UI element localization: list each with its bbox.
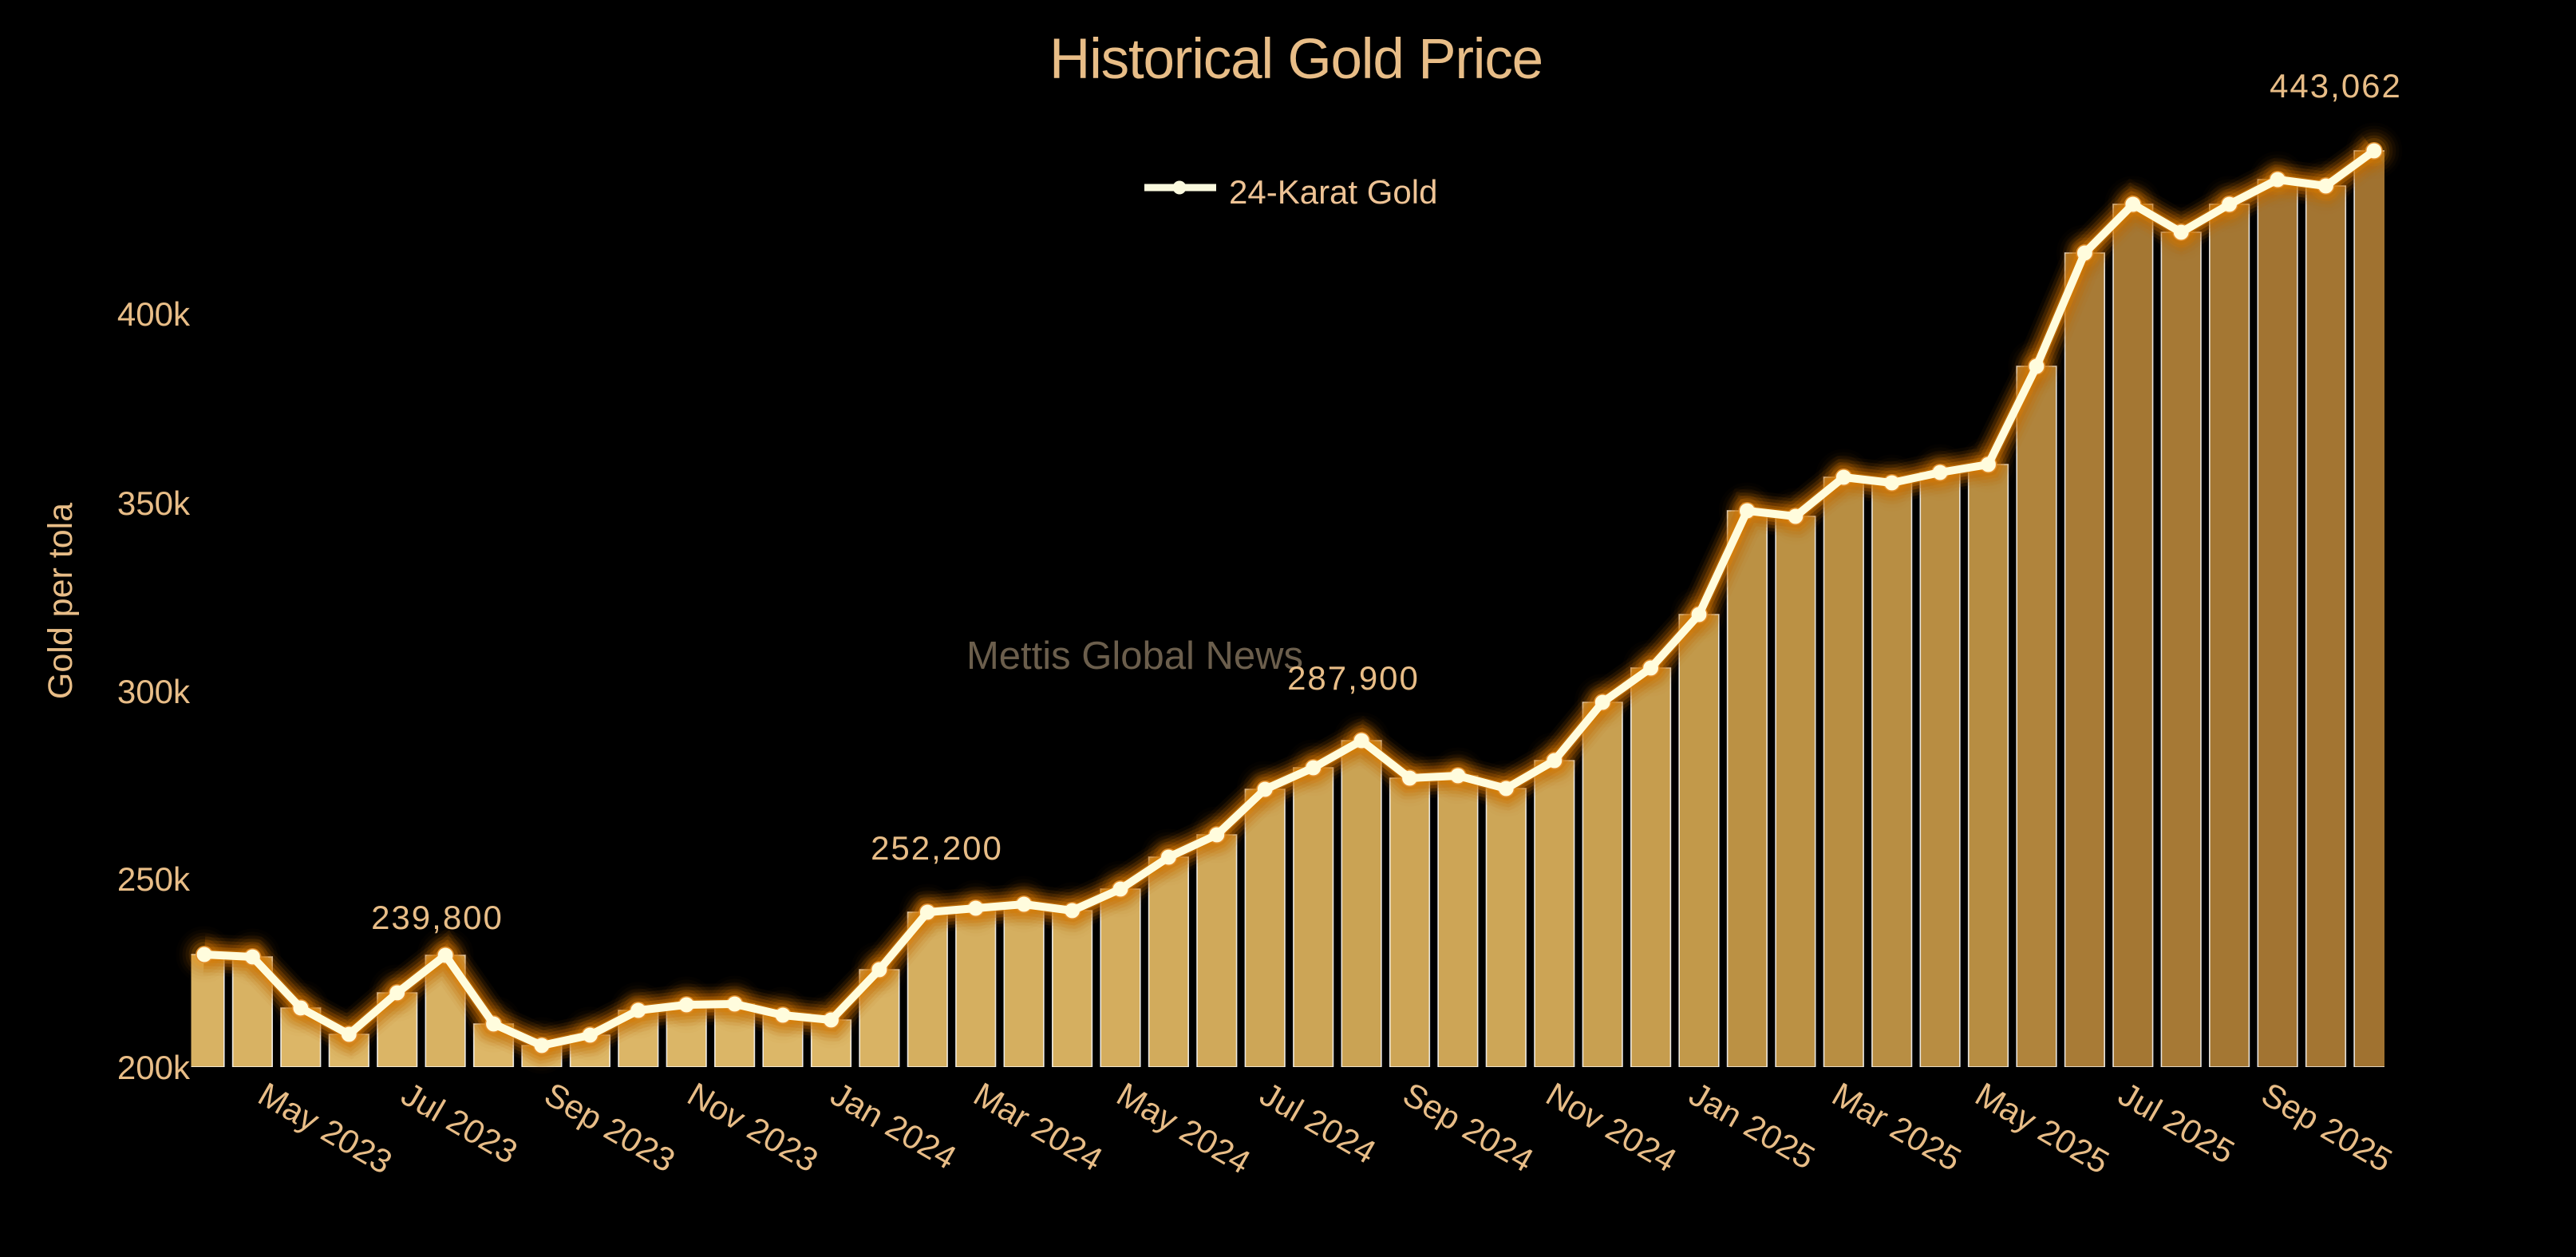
svg-text:24-Karat Gold: 24-Karat Gold [1229,173,1437,211]
svg-text:443,062: 443,062 [2270,67,2402,105]
svg-text:239,800: 239,800 [371,899,504,936]
svg-text:Mettis Global News: Mettis Global News [966,634,1303,678]
svg-text:Gold per tola: Gold per tola [41,503,80,699]
svg-text:250k: 250k [117,860,191,898]
svg-text:287,900: 287,900 [1287,659,1420,697]
svg-text:252,200: 252,200 [871,829,1003,867]
svg-text:Historical Gold Price: Historical Gold Price [1049,28,1543,91]
svg-text:350k: 350k [117,484,191,522]
svg-text:300k: 300k [117,673,191,710]
svg-text:400k: 400k [117,295,191,333]
svg-text:200k: 200k [117,1049,191,1086]
